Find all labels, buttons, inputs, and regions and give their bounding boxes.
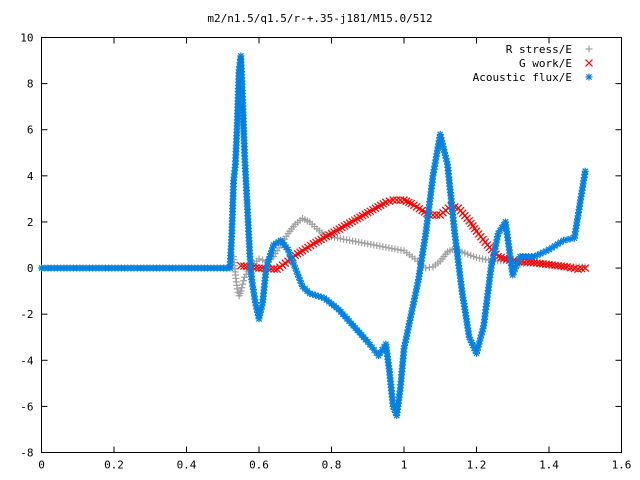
data-point	[400, 196, 408, 204]
legend-marker	[585, 59, 593, 67]
data-point	[412, 288, 420, 296]
data-point	[233, 285, 241, 293]
data-point	[389, 196, 398, 204]
data-point	[240, 277, 248, 285]
series-0	[230, 214, 589, 300]
y-tick-label: -6	[20, 400, 33, 413]
ticks-layer: 0 0.2 0.4 0.6 0.8 1 1.2 1.4 1.6 -8 -6 -4 -2 0 2 4 6 8 10	[20, 32, 631, 472]
x-tick-label: 0	[38, 459, 45, 472]
data-point	[404, 198, 413, 207]
y-tick-label: -2	[20, 308, 33, 321]
legend-marker	[585, 73, 593, 81]
data-point	[255, 264, 263, 272]
series-2	[38, 52, 589, 420]
series-layer	[38, 52, 590, 420]
chart-title: m2/n1.5/q1.5/r-+.35-j181/M15.0/512	[207, 12, 432, 25]
data-point	[239, 280, 247, 288]
data-point	[560, 236, 567, 244]
data-point	[270, 265, 279, 273]
y-tick-label: 10	[20, 32, 33, 45]
data-point	[413, 282, 421, 290]
data-point	[237, 287, 245, 295]
data-point	[259, 256, 267, 264]
y-tick-label: -4	[20, 354, 34, 367]
x-tick-label: 0.8	[322, 459, 342, 472]
legend-label: R stress/E	[506, 43, 572, 56]
y-tick-label: 6	[27, 124, 34, 137]
data-point	[396, 196, 405, 204]
x-tick-label: 1	[401, 459, 408, 472]
data-point	[432, 211, 441, 219]
x-tick-label: 0.4	[177, 459, 197, 472]
x-tick-label: 1.2	[467, 459, 487, 472]
x-tick-label: 0.2	[104, 459, 124, 472]
data-point	[560, 262, 569, 271]
data-point	[581, 167, 589, 175]
y-tick-label: -8	[20, 447, 33, 460]
y-tick-label: 8	[27, 78, 34, 91]
legend-marker	[585, 45, 593, 53]
x-tick-label: 1.4	[539, 459, 559, 472]
y-tick-label: 2	[27, 216, 34, 229]
y-tick-label: 0	[27, 262, 34, 275]
x-tick-label: 0.6	[249, 459, 269, 472]
y-tick-label: 4	[27, 170, 34, 183]
data-point	[378, 346, 386, 354]
legend-label: Acoustic flux/E	[473, 71, 572, 84]
x-tick-label: 1.6	[612, 459, 632, 472]
data-point	[392, 196, 401, 204]
legend-label: G work/E	[519, 57, 572, 70]
data-point	[402, 197, 411, 206]
data-point	[238, 284, 246, 292]
data-point	[284, 246, 292, 254]
plot-frame	[41, 37, 622, 453]
data-point	[581, 264, 590, 272]
data-point	[255, 255, 263, 263]
